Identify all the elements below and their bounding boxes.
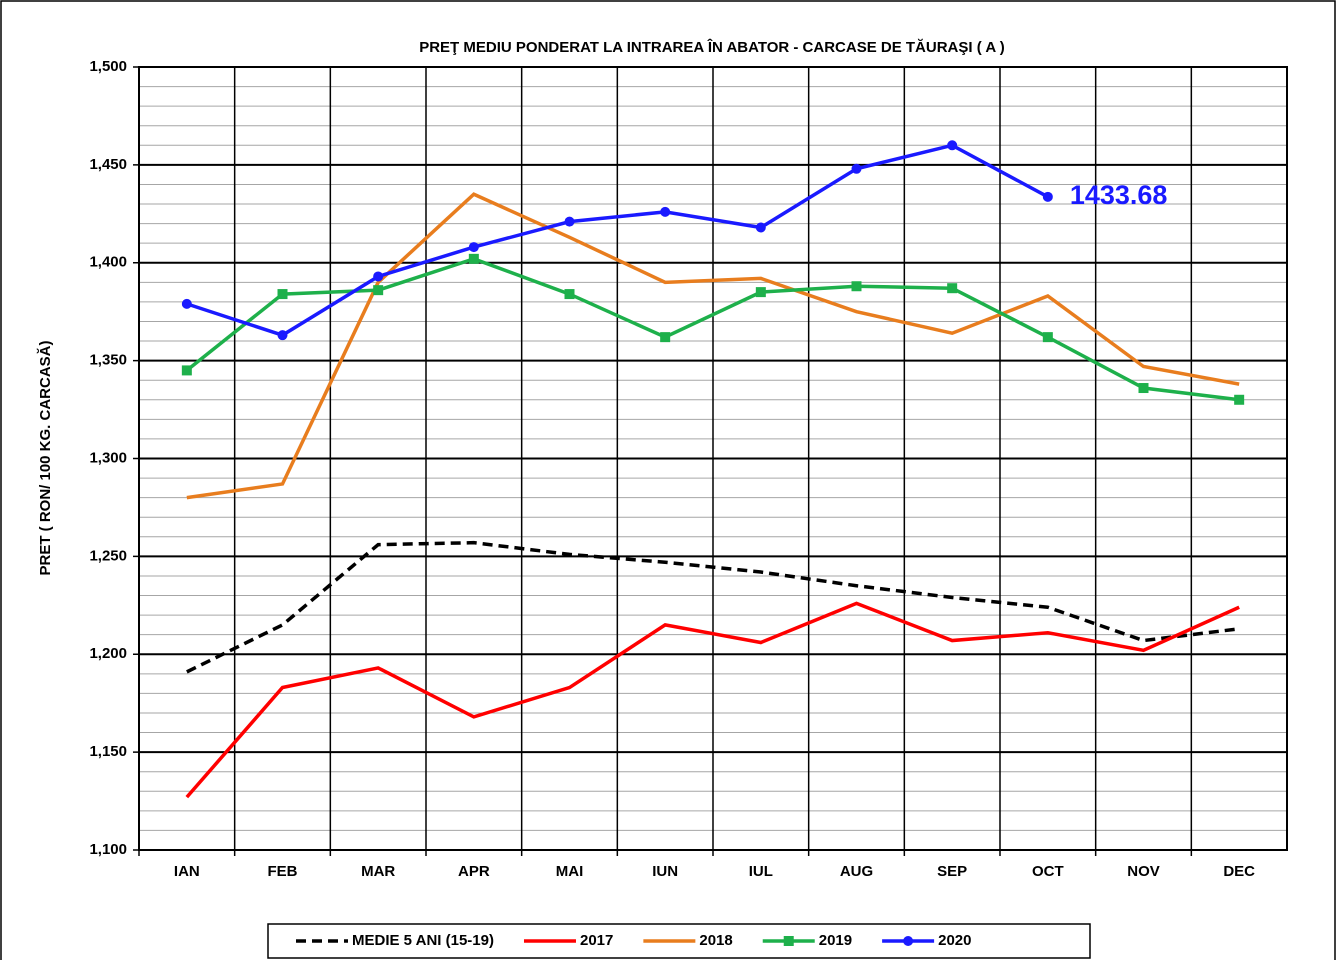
x-tick-label: IAN: [174, 863, 200, 880]
legend-label: 2019: [819, 932, 852, 949]
data-point: [564, 216, 575, 227]
data-point: [851, 163, 862, 174]
data-point: [1234, 394, 1245, 405]
series-line: [185, 256, 1240, 402]
data-point: [755, 287, 766, 298]
x-tick-label: OCT: [1032, 863, 1064, 880]
data-label: 1433.68: [1070, 180, 1168, 210]
y-tick-label: 1,350: [89, 352, 127, 369]
data-point: [373, 285, 384, 296]
y-tick-label: 1,200: [89, 645, 127, 662]
legend-label: 2017: [580, 932, 613, 949]
legend-label: 2018: [699, 932, 732, 949]
data-point: [947, 140, 958, 151]
legend-label: 2020: [938, 932, 971, 949]
y-tick-label: 1,500: [89, 58, 127, 75]
data-point: [660, 332, 671, 343]
x-tick-label: NOV: [1127, 863, 1160, 880]
data-point: [564, 289, 575, 300]
series-line: [186, 143, 1049, 338]
data-point: [755, 222, 766, 233]
data-point: [1042, 332, 1053, 343]
data-point: [277, 330, 288, 341]
y-tick-label: 1,300: [89, 449, 127, 466]
data-point: [1042, 191, 1053, 202]
data-point: [277, 289, 288, 300]
data-point: [660, 206, 671, 217]
y-tick-label: 1,100: [89, 841, 127, 858]
x-tick-label: SEP: [937, 863, 967, 880]
data-point: [468, 253, 479, 264]
series-line: [186, 540, 1240, 674]
x-tick-label: MAR: [361, 863, 395, 880]
series-line: [185, 601, 1240, 799]
y-tick-label: 1,150: [89, 743, 127, 760]
y-tick-label: 1,400: [89, 254, 127, 271]
y-axis-label: PRET ( RON/ 100 KG. CARCASĂ): [37, 340, 54, 575]
x-tick-label: IUL: [749, 863, 773, 880]
data-point: [373, 271, 384, 282]
x-tick-label: APR: [458, 863, 490, 880]
series-line: [186, 192, 1240, 500]
data-point: [181, 365, 192, 376]
data-point: [947, 283, 958, 294]
y-tick-label: 1,450: [89, 156, 127, 173]
data-point: [181, 298, 192, 309]
x-tick-label: MAI: [556, 863, 584, 880]
legend-label: MEDIE 5 ANI (15-19): [352, 932, 494, 949]
data-point: [1138, 383, 1149, 394]
y-tick-label: 1,250: [89, 547, 127, 564]
x-tick-label: FEB: [268, 863, 298, 880]
x-tick-label: AUG: [840, 863, 873, 880]
chart-title: PREŢ MEDIU PONDERAT LA INTRAREA ÎN ABATO…: [419, 38, 1005, 56]
x-tick-label: IUN: [652, 863, 678, 880]
data-point: [851, 281, 862, 292]
legend-marker: [903, 936, 914, 946]
data-point: [468, 242, 479, 253]
legend-marker: [783, 936, 794, 946]
x-tick-label: DEC: [1223, 863, 1255, 880]
